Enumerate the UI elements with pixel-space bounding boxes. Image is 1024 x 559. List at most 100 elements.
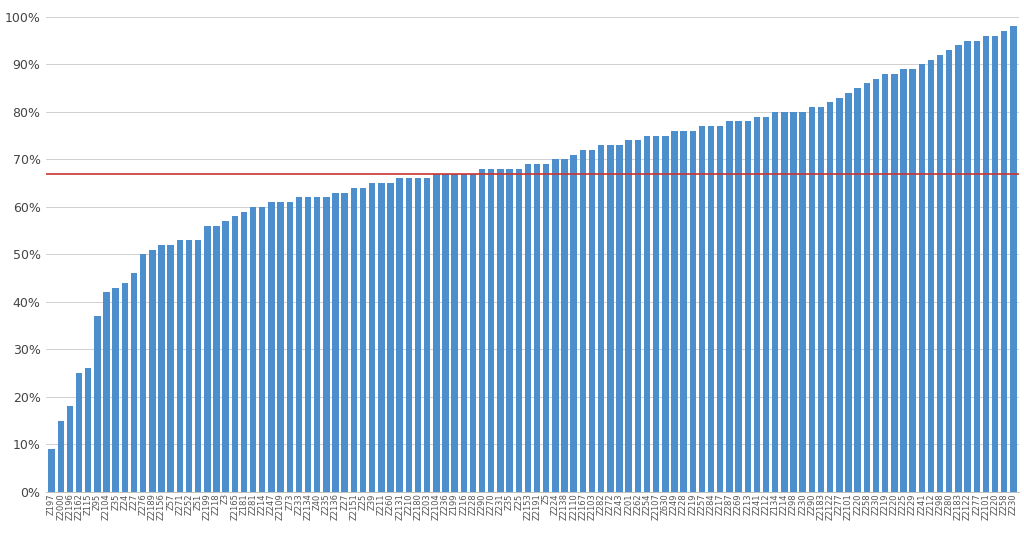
Bar	[241, 212, 247, 492]
Bar	[635, 140, 641, 492]
Bar	[433, 173, 439, 492]
Bar	[168, 245, 174, 492]
Bar	[341, 192, 348, 492]
Bar	[185, 240, 193, 492]
Bar	[378, 183, 385, 492]
Bar	[689, 131, 696, 492]
Bar	[369, 183, 376, 492]
Bar	[607, 145, 613, 492]
Bar	[543, 164, 550, 492]
Bar	[507, 169, 513, 492]
Bar	[781, 112, 787, 492]
Bar	[974, 41, 980, 492]
Bar	[552, 159, 558, 492]
Bar	[909, 69, 915, 492]
Bar	[837, 97, 843, 492]
Bar	[561, 159, 567, 492]
Bar	[333, 192, 339, 492]
Bar	[672, 131, 678, 492]
Bar	[698, 126, 706, 492]
Bar	[900, 69, 906, 492]
Bar	[1001, 31, 1008, 492]
Bar	[818, 107, 824, 492]
Bar	[222, 221, 228, 492]
Bar	[287, 202, 293, 492]
Bar	[653, 136, 659, 492]
Bar	[350, 188, 357, 492]
Bar	[442, 173, 449, 492]
Bar	[204, 226, 211, 492]
Bar	[268, 202, 274, 492]
Bar	[891, 74, 897, 492]
Bar	[140, 254, 146, 492]
Bar	[882, 74, 889, 492]
Bar	[231, 216, 238, 492]
Bar	[955, 45, 962, 492]
Bar	[94, 316, 100, 492]
Bar	[452, 173, 458, 492]
Bar	[424, 178, 430, 492]
Bar	[122, 283, 128, 492]
Bar	[515, 169, 522, 492]
Bar	[103, 292, 110, 492]
Bar	[76, 373, 82, 492]
Bar	[589, 150, 595, 492]
Bar	[159, 245, 165, 492]
Bar	[406, 178, 412, 492]
Bar	[150, 249, 156, 492]
Bar	[131, 273, 137, 492]
Bar	[854, 88, 861, 492]
Bar	[919, 64, 925, 492]
Bar	[937, 55, 943, 492]
Bar	[359, 188, 367, 492]
Bar	[314, 197, 321, 492]
Bar	[570, 155, 577, 492]
Bar	[663, 136, 669, 492]
Bar	[680, 131, 687, 492]
Bar	[708, 126, 715, 492]
Bar	[85, 368, 91, 492]
Bar	[176, 240, 183, 492]
Bar	[735, 121, 741, 492]
Bar	[580, 150, 586, 492]
Bar	[259, 207, 265, 492]
Bar	[744, 121, 751, 492]
Bar	[845, 93, 852, 492]
Bar	[524, 164, 531, 492]
Bar	[872, 79, 880, 492]
Bar	[644, 136, 650, 492]
Bar	[396, 178, 402, 492]
Bar	[324, 197, 330, 492]
Bar	[616, 145, 623, 492]
Bar	[479, 169, 485, 492]
Bar	[598, 145, 604, 492]
Bar	[488, 169, 495, 492]
Bar	[965, 41, 971, 492]
Bar	[498, 169, 504, 492]
Bar	[305, 197, 311, 492]
Bar	[470, 173, 476, 492]
Bar	[1011, 26, 1017, 492]
Bar	[278, 202, 284, 492]
Bar	[415, 178, 421, 492]
Bar	[827, 102, 834, 492]
Bar	[754, 117, 760, 492]
Bar	[791, 112, 797, 492]
Bar	[534, 164, 541, 492]
Bar	[726, 121, 732, 492]
Bar	[48, 449, 54, 492]
Bar	[928, 60, 934, 492]
Bar	[57, 420, 63, 492]
Bar	[213, 226, 220, 492]
Bar	[763, 117, 769, 492]
Bar	[296, 197, 302, 492]
Bar	[772, 112, 778, 492]
Bar	[809, 107, 815, 492]
Bar	[626, 140, 632, 492]
Bar	[250, 207, 256, 492]
Bar	[800, 112, 806, 492]
Bar	[946, 50, 952, 492]
Bar	[717, 126, 724, 492]
Bar	[983, 36, 989, 492]
Bar	[195, 240, 202, 492]
